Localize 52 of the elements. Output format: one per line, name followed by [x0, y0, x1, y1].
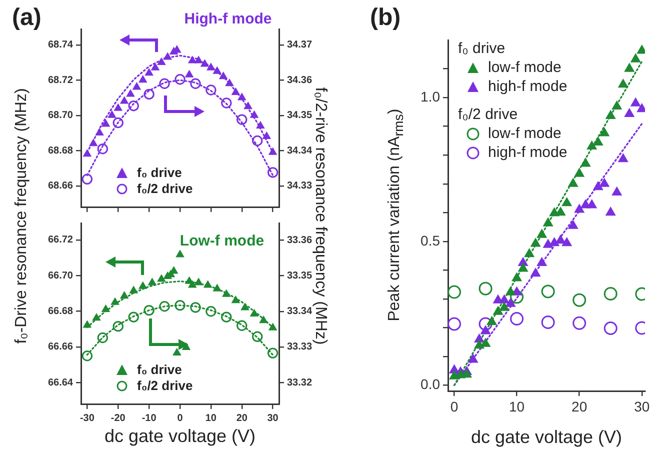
x-tick-label: -20	[110, 412, 126, 424]
y2-tick-label: 34.34	[287, 145, 312, 156]
y-tick-label: 66.64	[48, 377, 74, 388]
legend-label: f₀ drive	[137, 362, 182, 378]
y-tick-label: 0.0	[420, 376, 440, 392]
y-tick-label: 68.74	[48, 40, 74, 51]
x-tick-label: 0	[177, 412, 184, 424]
x-tick-label: 20	[572, 398, 588, 414]
y-tick-label: 68.70	[48, 110, 74, 122]
x-tick-label: 30	[267, 412, 279, 424]
annotation: f₀/2 drive	[458, 106, 519, 125]
y2-tick-label: 33.35	[287, 270, 312, 282]
y2-tick-label: 34.33	[287, 180, 312, 192]
legend-label: high-f mode	[488, 78, 568, 96]
annotation: Low-f mode	[180, 232, 264, 250]
y2-axis-title: f₀/2-rive resonance frequency (MHz)	[312, 87, 329, 345]
legend-label: f₀ drive	[137, 164, 182, 181]
x-tick-label: 10	[509, 398, 525, 414]
legend-label: low-f mode	[488, 58, 562, 78]
y-tick-label: 68.66	[48, 180, 74, 192]
x-tick-label: 10	[205, 412, 217, 424]
x-axis-title: dc gate voltage (V)	[470, 427, 622, 448]
x-tick-label: -30	[80, 412, 95, 424]
y-tick-label: 66.68	[48, 306, 74, 318]
x-tick-label: 0	[450, 398, 458, 414]
legend-label: f₀/2 drive	[137, 180, 193, 197]
y-tick-label: 66.72	[48, 234, 74, 246]
legend-label: high-f mode	[488, 144, 568, 162]
x-tick-label: -10	[142, 412, 157, 424]
annotation: f₀ drive	[458, 40, 506, 59]
y-tick-label: 66.66	[48, 342, 74, 353]
y2-tick-label: 34.37	[287, 40, 312, 51]
y-tick-label: 68.68	[48, 145, 74, 156]
x-axis-title: dc gate voltage (V)	[104, 426, 256, 446]
legend-label: low-f mode	[488, 125, 562, 144]
y2-tick-label: 33.32	[287, 377, 312, 388]
text: High-f mode	[184, 10, 272, 28]
y-tick-label: 68.72	[48, 74, 74, 86]
y-tick-label: 0.5	[420, 232, 440, 248]
legend-label: f₀/2 drive	[137, 378, 193, 394]
y2-tick-label: 33.36	[287, 234, 312, 246]
y-tick-label: 66.70	[48, 270, 74, 282]
chart-title: (b)	[370, 4, 401, 32]
y-tick-label: 1.0	[420, 88, 440, 104]
y2-tick-label: 34.36	[287, 74, 312, 86]
y2-tick-label: 34.35	[287, 110, 312, 122]
chart-title: (a)	[12, 4, 42, 32]
y2-tick-label: 33.34	[287, 306, 312, 318]
x-tick-label: 30	[634, 398, 650, 414]
x-tick-label: 20	[236, 412, 248, 424]
y-axis-title: f₀-Drive resonance frequency (MHz)	[13, 88, 31, 344]
y2-tick-label: 33.33	[287, 342, 312, 353]
